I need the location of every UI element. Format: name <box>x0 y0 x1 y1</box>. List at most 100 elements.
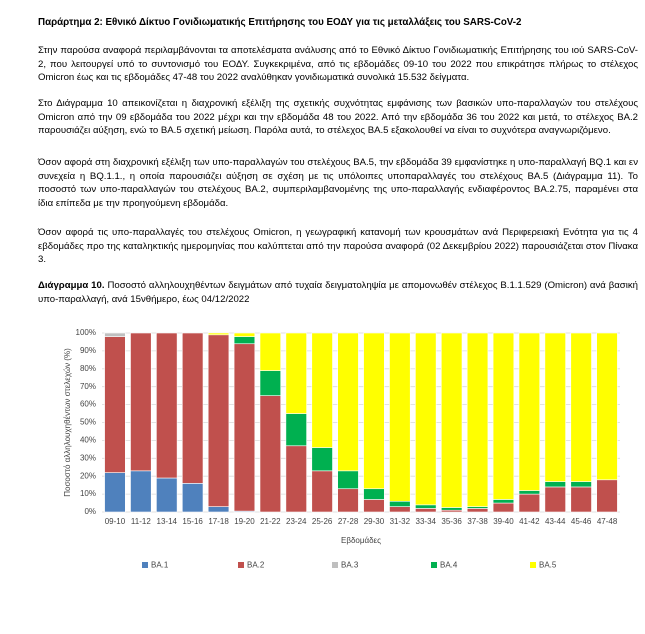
bar-segment <box>130 332 152 472</box>
bar-segment <box>440 507 463 511</box>
x-tick-label: 41-42 <box>519 517 540 526</box>
bar-segment <box>130 470 152 513</box>
x-tick-label: 09-10 <box>105 517 126 526</box>
x-tick-label: 43-44 <box>545 517 566 526</box>
bar-segment <box>285 332 307 414</box>
legend-label: BA.3 <box>341 561 359 570</box>
bar-segment <box>285 413 307 447</box>
bar-segment <box>415 332 437 506</box>
y-tick-label: 40% <box>80 436 96 445</box>
bar-segment <box>337 470 359 490</box>
bar-segment <box>570 332 592 482</box>
y-tick-label: 80% <box>80 364 96 373</box>
bar-segment <box>440 332 463 508</box>
bar-segment <box>389 332 411 502</box>
bar-segment <box>259 370 282 396</box>
figure-caption: Διάγραμμα 10. Ποσοστό αλληλουχηθέντων δε… <box>38 279 638 306</box>
bar-segment <box>337 332 359 472</box>
legend-swatch <box>142 562 148 568</box>
bar-segment <box>363 488 385 500</box>
bar-segment <box>104 336 126 473</box>
x-tick-label: 29-30 <box>364 517 385 526</box>
bar-segment <box>285 445 307 513</box>
y-tick-label: 30% <box>80 453 96 462</box>
bar-segment <box>259 332 282 371</box>
x-tick-label: 23-24 <box>286 517 307 526</box>
bar-segment <box>544 332 566 482</box>
x-tick-label: 45-46 <box>571 517 592 526</box>
x-tick-label: 17-18 <box>208 517 229 526</box>
bar-segment <box>181 483 204 513</box>
legend-label: BA.5 <box>539 561 557 570</box>
y-tick-label: 60% <box>80 400 96 409</box>
bar-segment <box>415 508 437 513</box>
bar-segment <box>570 486 592 513</box>
x-tick-label: 19-20 <box>234 517 255 526</box>
bar-segment <box>363 332 385 490</box>
legend-swatch <box>332 562 338 568</box>
bar-segment <box>389 506 411 513</box>
bar-segment <box>492 502 515 513</box>
bar-segment <box>337 488 359 513</box>
x-tick-label: 11-12 <box>131 517 151 526</box>
x-tick-label: 21-22 <box>260 517 281 526</box>
bar-segment <box>544 486 566 513</box>
bar-segment <box>311 447 333 472</box>
legend-label: BA.1 <box>151 561 169 570</box>
y-tick-label: 20% <box>80 471 96 480</box>
bar-segment <box>311 332 333 448</box>
y-tick-label: 10% <box>80 489 96 498</box>
bar-segment <box>596 332 618 481</box>
bar-segment <box>596 479 618 513</box>
x-tick-label: 39-40 <box>493 517 514 526</box>
bar-segment <box>233 332 256 337</box>
x-tick-label: 37-38 <box>467 517 488 526</box>
y-tick-label: 90% <box>80 346 96 355</box>
x-tick-label: 15-16 <box>182 517 203 526</box>
bar-segment <box>492 332 515 500</box>
caption-text: Ποσοστό αλληλουχηθέντων δειγμάτων από τυ… <box>38 280 638 305</box>
y-axis-title: Ποσοστό αλληλουχηθέντων στελεχών (%) <box>63 348 72 497</box>
bar-segment <box>207 332 230 336</box>
bar-segment <box>207 506 230 513</box>
bar-segment <box>259 395 282 513</box>
bar-segment <box>415 504 437 509</box>
y-tick-label: 100% <box>76 328 96 337</box>
bar-segment <box>104 332 126 337</box>
x-tick-label: 13-14 <box>157 517 178 526</box>
legend-label: BA.2 <box>247 561 265 570</box>
x-tick-label: 47-48 <box>597 517 618 526</box>
bar-segment <box>570 481 592 488</box>
x-tick-label: 25-26 <box>312 517 333 526</box>
bar-segment <box>104 472 126 513</box>
paragraph: Στην παρούσα αναφορά περιλαμβάνονται τα … <box>38 45 638 84</box>
doc-title: Παράρτημα 2: Εθνικό Δίκτυο Γονιδιωματική… <box>38 17 522 28</box>
y-tick-label: 0% <box>84 507 96 516</box>
bar-segment <box>492 499 515 504</box>
paragraph: Όσον αφορά τις υπο-παραλλαγές του στελέχ… <box>38 227 638 266</box>
x-tick-label: 35-36 <box>441 517 462 526</box>
legend-label: BA.4 <box>440 561 458 570</box>
bar-segment <box>181 332 204 484</box>
legend-swatch <box>530 562 536 568</box>
bar-segment <box>363 499 385 513</box>
x-tick-label: 27-28 <box>338 517 359 526</box>
legend-swatch <box>431 562 437 568</box>
y-tick-label: 70% <box>80 382 96 391</box>
caption-label: Διάγραμμα 10. <box>38 280 105 291</box>
bar-segment <box>311 470 333 513</box>
x-axis-title: Εβδομάδες <box>341 536 381 545</box>
bar-segment <box>544 481 566 488</box>
legend-swatch <box>238 562 244 568</box>
bar-segment <box>518 490 541 495</box>
bar-segment <box>233 343 256 512</box>
bar-segment <box>389 500 411 507</box>
y-tick-label: 50% <box>80 418 96 427</box>
bar-segment <box>466 508 489 513</box>
bar-segment <box>156 477 178 513</box>
bar-segment <box>518 332 541 491</box>
x-tick-label: 33-34 <box>416 517 437 526</box>
paragraph: Όσον αφορά στη διαχρονική εξέλιξη των υπ… <box>38 157 638 209</box>
bar-segment <box>207 334 230 507</box>
